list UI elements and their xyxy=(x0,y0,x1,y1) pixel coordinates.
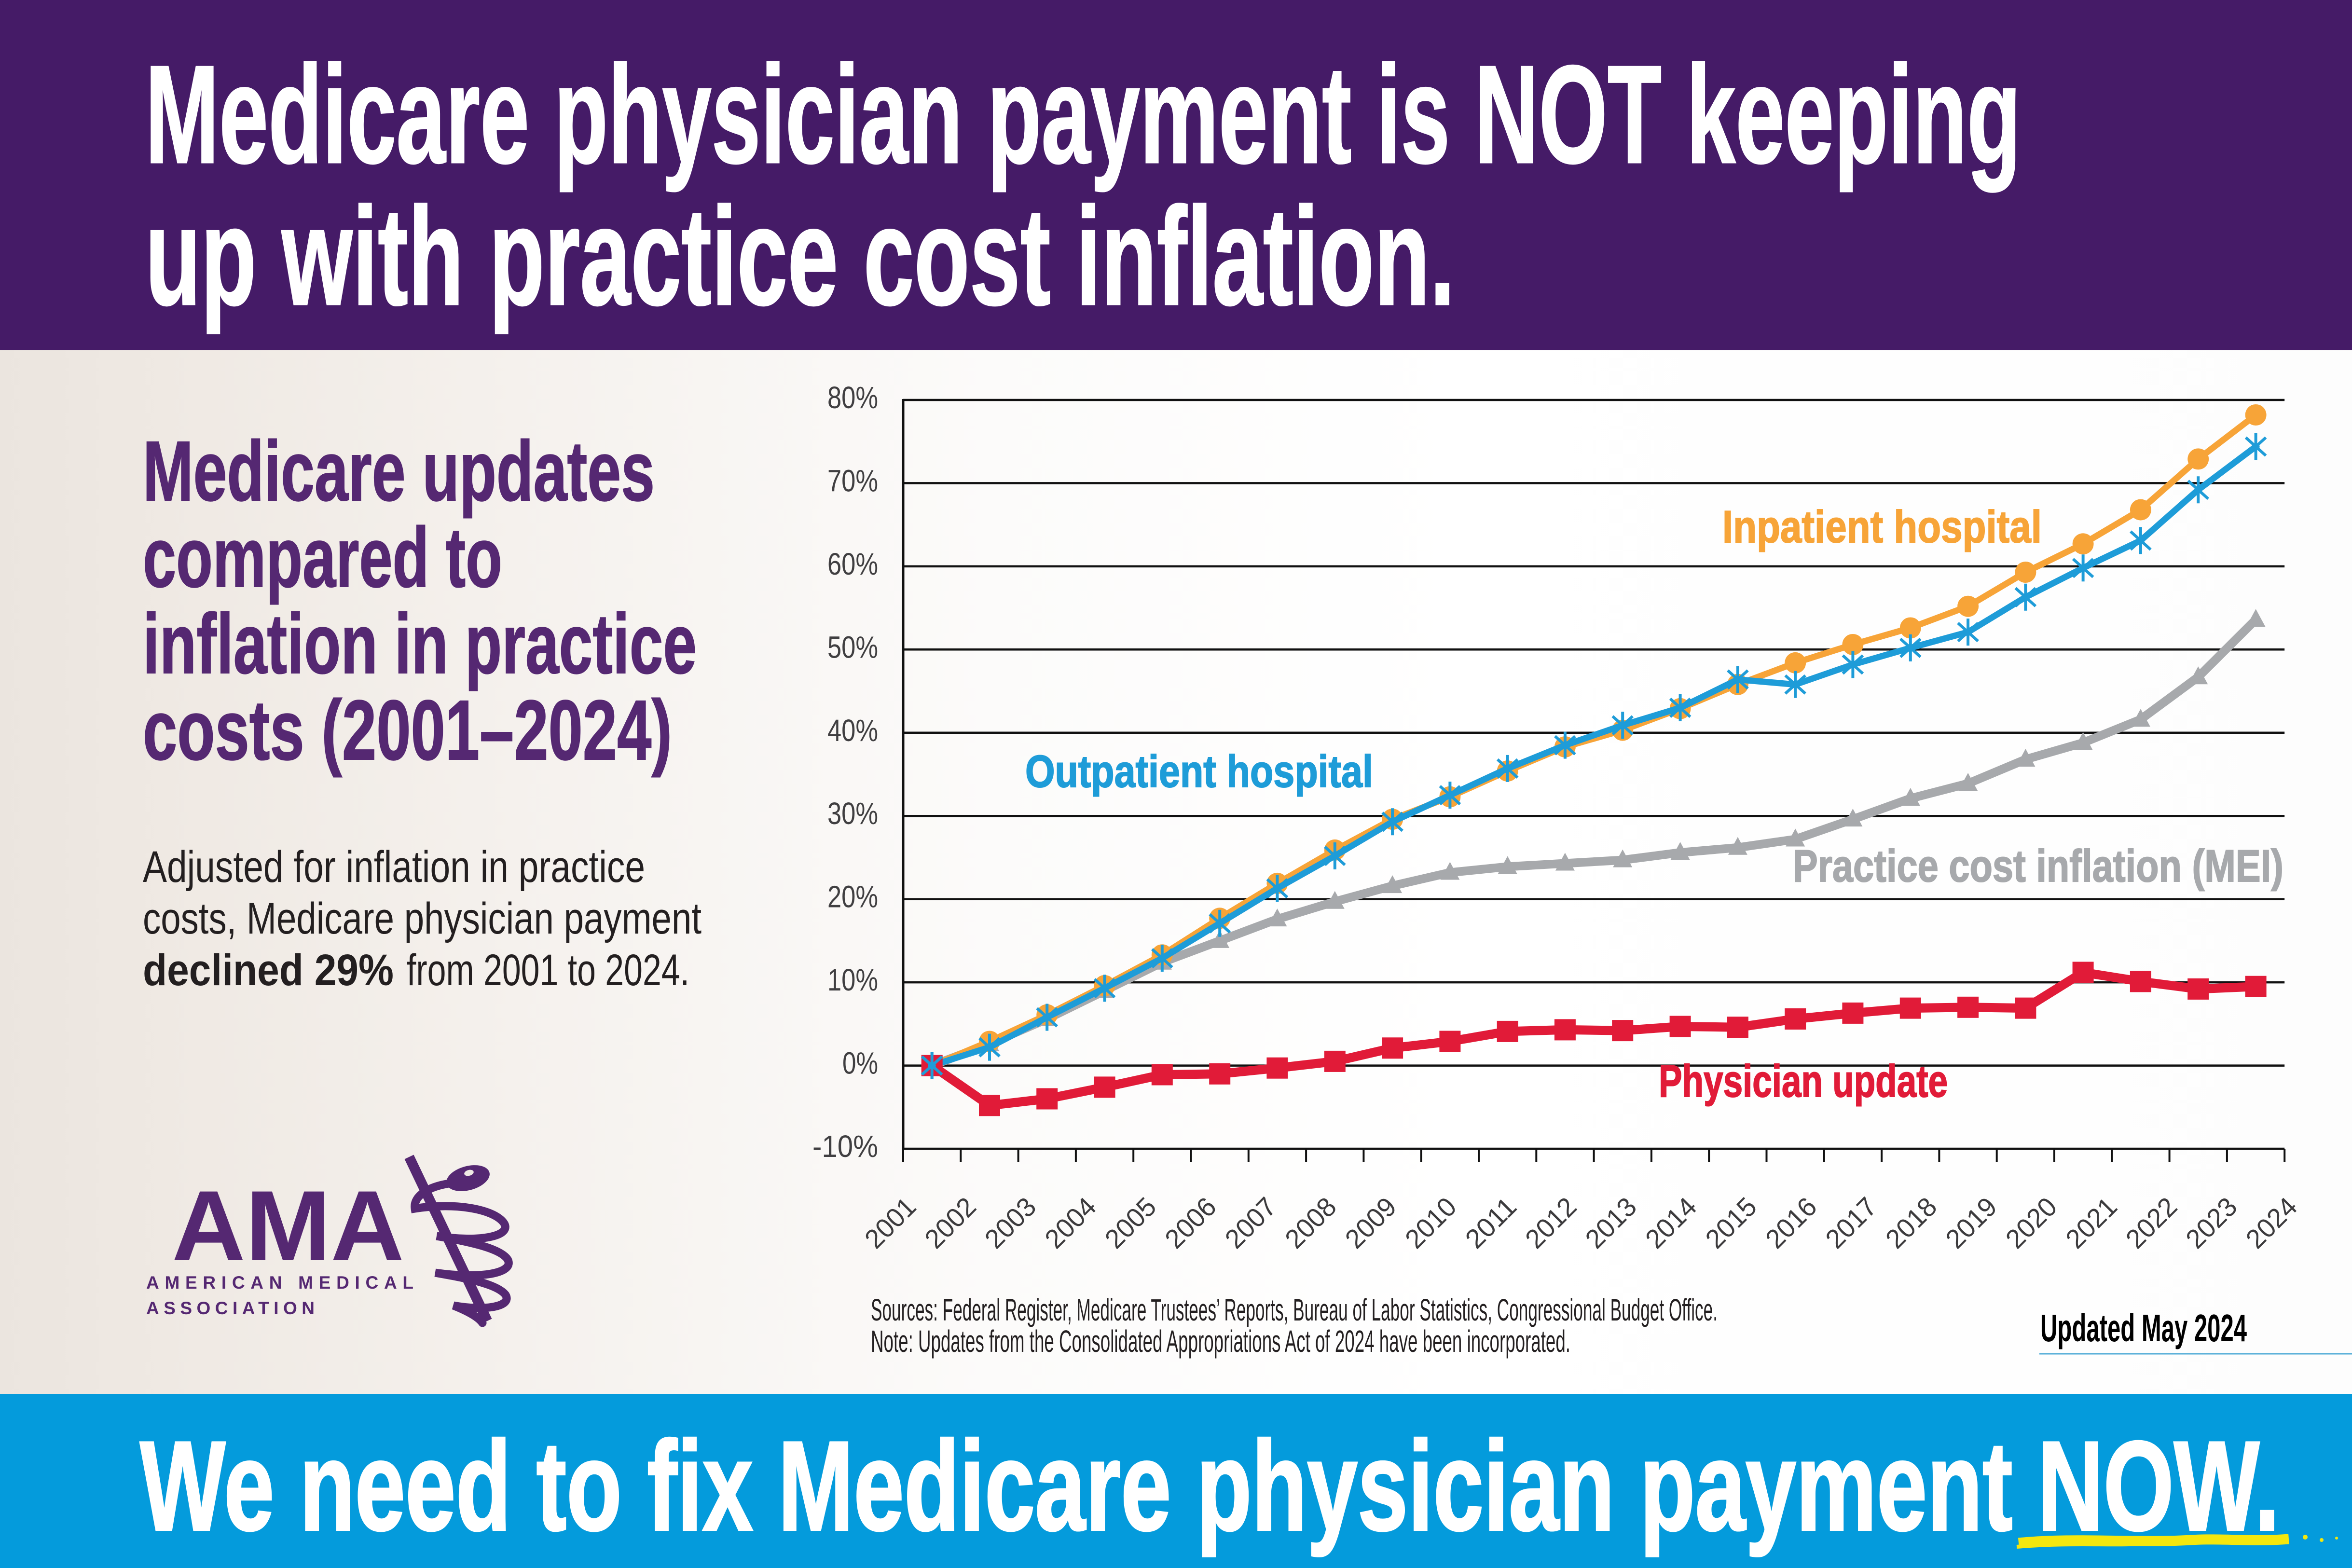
svg-text:0%: 0% xyxy=(842,1046,878,1081)
svg-text:Medicare updates: Medicare updates xyxy=(143,424,655,519)
svg-text:We need to fix Medicare physic: We need to fix Medicare physician paymen… xyxy=(140,1415,2280,1558)
svg-text:AMERICAN MEDICAL: AMERICAN MEDICAL xyxy=(146,1273,417,1293)
svg-text:Updated May 2024: Updated May 2024 xyxy=(2040,1307,2247,1349)
svg-text:costs, Medicare physician paym: costs, Medicare physician payment xyxy=(143,894,701,943)
svg-text:30%: 30% xyxy=(827,796,878,831)
svg-text:20%: 20% xyxy=(827,880,878,914)
svg-text:AMA: AMA xyxy=(172,1170,404,1281)
svg-text:declined 29%: declined 29% xyxy=(143,946,394,995)
svg-text:50%: 50% xyxy=(827,630,878,664)
svg-text:-10%: -10% xyxy=(812,1129,878,1164)
svg-text:60%: 60% xyxy=(827,547,878,581)
svg-text:10%: 10% xyxy=(827,963,878,997)
svg-text:Practice cost inflation (MEI): Practice cost inflation (MEI) xyxy=(1793,840,2283,891)
svg-text:up with practice cost inflatio: up with practice cost inflation. xyxy=(145,179,1455,335)
svg-text:Physician update: Physician update xyxy=(1659,1056,1948,1106)
svg-text:Medicare physician payment is: Medicare physician payment is NOT keepin… xyxy=(145,37,2021,193)
svg-text:40%: 40% xyxy=(827,713,878,748)
svg-text:Outpatient hospital: Outpatient hospital xyxy=(1025,746,1373,797)
svg-text:80%: 80% xyxy=(827,380,878,415)
svg-text:ASSOCIATION: ASSOCIATION xyxy=(146,1298,318,1318)
svg-text:70%: 70% xyxy=(827,463,878,498)
svg-text:Adjusted for inflation in prac: Adjusted for inflation in practice xyxy=(143,842,645,892)
svg-text:Sources: Federal Register, Med: Sources: Federal Register, Medicare Trus… xyxy=(871,1293,1718,1327)
svg-text:from 2001 to 2024.: from 2001 to 2024. xyxy=(407,946,689,995)
svg-text:Inpatient hospital: Inpatient hospital xyxy=(1722,501,2042,552)
svg-text:compared to: compared to xyxy=(143,510,502,605)
svg-text:Note: Updates from the Consoli: Note: Updates from the Consolidated Appr… xyxy=(871,1324,1570,1359)
svg-text:inflation in practice: inflation in practice xyxy=(143,597,697,691)
svg-text:costs (2001–2024): costs (2001–2024) xyxy=(143,683,672,778)
